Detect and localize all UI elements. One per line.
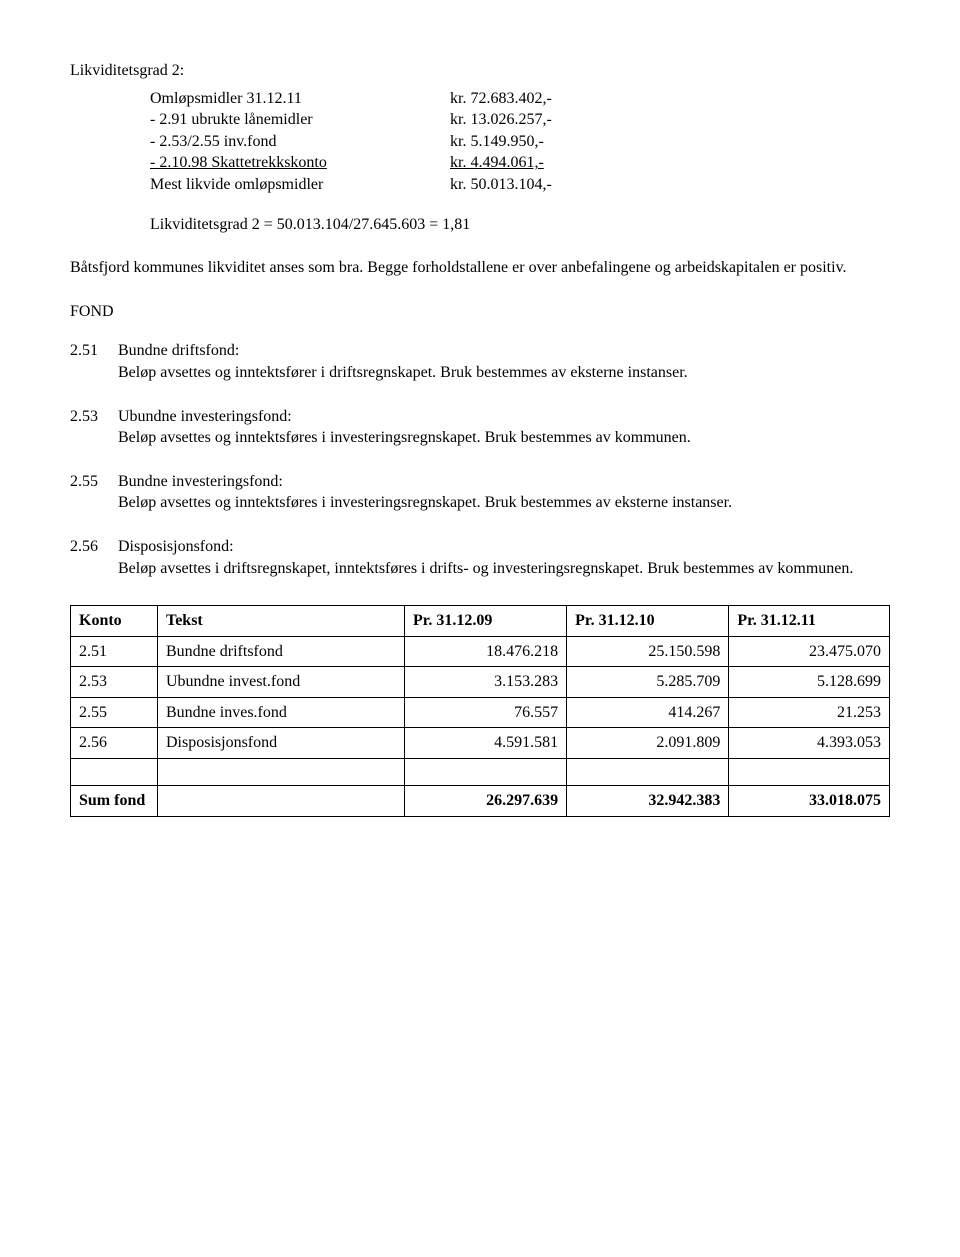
table-cell: 21.253 bbox=[729, 697, 890, 728]
table-cell: 4.591.581 bbox=[405, 728, 567, 759]
table-cell: 33.018.075 bbox=[729, 786, 890, 817]
table-header: Tekst bbox=[158, 606, 405, 637]
table-cell: 32.942.383 bbox=[567, 786, 729, 817]
sum-value: 32.942.383 bbox=[648, 792, 720, 809]
calc-value: kr. 50.013.104,- bbox=[450, 174, 610, 196]
table-empty-row bbox=[71, 759, 890, 786]
table-header: Pr. 31.12.11 bbox=[729, 606, 890, 637]
fond-table: Konto Tekst Pr. 31.12.09 Pr. 31.12.10 Pr… bbox=[70, 605, 890, 817]
item-number: 2.51 bbox=[70, 340, 118, 383]
item-title: Bundne driftsfond: bbox=[118, 342, 239, 359]
table-cell: 23.475.070 bbox=[729, 636, 890, 667]
sum-value: 26.297.639 bbox=[486, 792, 558, 809]
fond-item: 2.56 Disposisjonsfond: Beløp avsettes i … bbox=[70, 536, 890, 579]
calculation-block: Omløpsmidler 31.12.11 kr. 72.683.402,- -… bbox=[150, 88, 890, 236]
fond-item: 2.53 Ubundne investeringsfond: Beløp avs… bbox=[70, 406, 890, 449]
table-cell: Ubundne invest.fond bbox=[158, 667, 405, 698]
calc-label: - 2.53/2.55 inv.fond bbox=[150, 131, 450, 153]
paragraph: Båtsfjord kommunes likviditet anses som … bbox=[70, 257, 890, 279]
table-cell: 2.51 bbox=[71, 636, 158, 667]
table-cell bbox=[158, 759, 405, 786]
table-cell: 3.153.283 bbox=[405, 667, 567, 698]
table-sum-row: Sum fond 26.297.639 32.942.383 33.018.07… bbox=[71, 786, 890, 817]
item-number: 2.55 bbox=[70, 471, 118, 514]
fond-heading: FOND bbox=[70, 301, 890, 323]
section-title: Likviditetsgrad 2: bbox=[70, 60, 890, 82]
item-title: Ubundne investeringsfond: bbox=[118, 408, 292, 425]
fond-item: 2.55 Bundne investeringsfond: Beløp avse… bbox=[70, 471, 890, 514]
item-body: Beløp avsettes i driftsregnskapet, innte… bbox=[118, 560, 853, 577]
fond-item: 2.51 Bundne driftsfond: Beløp avsettes o… bbox=[70, 340, 890, 383]
table-header: Pr. 31.12.09 bbox=[405, 606, 567, 637]
table-cell: Bundne driftsfond bbox=[158, 636, 405, 667]
calc-label: - 2.10.98 Skattetrekkskonto bbox=[150, 152, 450, 174]
table-row: 2.56 Disposisjonsfond 4.591.581 2.091.80… bbox=[71, 728, 890, 759]
table-cell: Sum fond bbox=[71, 786, 158, 817]
item-text: Ubundne investeringsfond: Beløp avsettes… bbox=[118, 406, 890, 449]
table-cell bbox=[405, 759, 567, 786]
table-cell bbox=[71, 759, 158, 786]
table-cell: 2.53 bbox=[71, 667, 158, 698]
table-cell: 5.285.709 bbox=[567, 667, 729, 698]
table-header: Pr. 31.12.10 bbox=[567, 606, 729, 637]
table-header-row: Konto Tekst Pr. 31.12.09 Pr. 31.12.10 Pr… bbox=[71, 606, 890, 637]
table-cell: 4.393.053 bbox=[729, 728, 890, 759]
item-number: 2.56 bbox=[70, 536, 118, 579]
table-header: Konto bbox=[71, 606, 158, 637]
item-text: Bundne driftsfond: Beløp avsettes og inn… bbox=[118, 340, 890, 383]
calc-value: kr. 4.494.061,- bbox=[450, 152, 610, 174]
item-text: Disposisjonsfond: Beløp avsettes i drift… bbox=[118, 536, 890, 579]
calc-row: - 2.91 ubrukte lånemidler kr. 13.026.257… bbox=[150, 109, 890, 131]
calc-ratio-text: Likviditetsgrad 2 = 50.013.104/27.645.60… bbox=[150, 214, 470, 236]
table-cell: 2.091.809 bbox=[567, 728, 729, 759]
item-title: Bundne investeringsfond: bbox=[118, 473, 283, 490]
table-cell bbox=[567, 759, 729, 786]
table-row: 2.55 Bundne inves.fond 76.557 414.267 21… bbox=[71, 697, 890, 728]
calc-value: kr. 72.683.402,- bbox=[450, 88, 610, 110]
calc-value: kr. 13.026.257,- bbox=[450, 109, 610, 131]
table-cell: 414.267 bbox=[567, 697, 729, 728]
table-cell: 2.56 bbox=[71, 728, 158, 759]
item-body: Beløp avsettes og inntektsfører i drifts… bbox=[118, 364, 688, 381]
item-body: Beløp avsettes og inntektsføres i invest… bbox=[118, 429, 691, 446]
table-cell: 2.55 bbox=[71, 697, 158, 728]
table-cell bbox=[158, 786, 405, 817]
sum-label: Sum fond bbox=[79, 792, 145, 809]
item-body: Beløp avsettes og inntektsføres i invest… bbox=[118, 494, 732, 511]
table-cell bbox=[729, 759, 890, 786]
item-number: 2.53 bbox=[70, 406, 118, 449]
table-cell: 18.476.218 bbox=[405, 636, 567, 667]
table-cell: Disposisjonsfond bbox=[158, 728, 405, 759]
table-cell: 26.297.639 bbox=[405, 786, 567, 817]
table-row: 2.53 Ubundne invest.fond 3.153.283 5.285… bbox=[71, 667, 890, 698]
table-row: 2.51 Bundne driftsfond 18.476.218 25.150… bbox=[71, 636, 890, 667]
item-text: Bundne investeringsfond: Beløp avsettes … bbox=[118, 471, 890, 514]
table-cell: 25.150.598 bbox=[567, 636, 729, 667]
calc-row: Mest likvide omløpsmidler kr. 50.013.104… bbox=[150, 174, 890, 196]
table-cell: Bundne inves.fond bbox=[158, 697, 405, 728]
sum-value: 33.018.075 bbox=[809, 792, 881, 809]
calc-label: Omløpsmidler 31.12.11 bbox=[150, 88, 450, 110]
calc-row: - 2.53/2.55 inv.fond kr. 5.149.950,- bbox=[150, 131, 890, 153]
calc-value: kr. 5.149.950,- bbox=[450, 131, 610, 153]
calc-row: Omløpsmidler 31.12.11 kr. 72.683.402,- bbox=[150, 88, 890, 110]
table-cell: 5.128.699 bbox=[729, 667, 890, 698]
calc-row: - 2.10.98 Skattetrekkskonto kr. 4.494.06… bbox=[150, 152, 890, 174]
calc-label: - 2.91 ubrukte lånemidler bbox=[150, 109, 450, 131]
item-title: Disposisjonsfond: bbox=[118, 538, 234, 555]
table-cell: 76.557 bbox=[405, 697, 567, 728]
calc-ratio: Likviditetsgrad 2 = 50.013.104/27.645.60… bbox=[150, 214, 890, 236]
calc-label: Mest likvide omløpsmidler bbox=[150, 174, 450, 196]
